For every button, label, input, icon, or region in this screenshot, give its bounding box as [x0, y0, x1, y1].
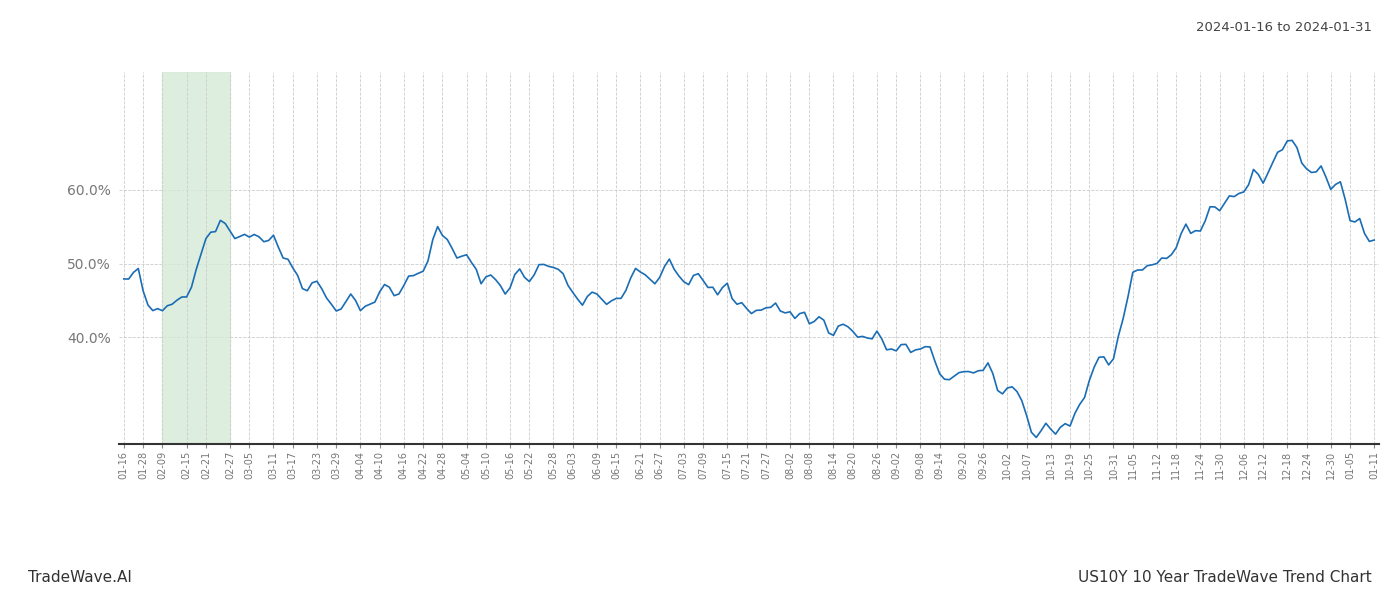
Text: US10Y 10 Year TradeWave Trend Chart: US10Y 10 Year TradeWave Trend Chart — [1078, 570, 1372, 585]
Text: 2024-01-16 to 2024-01-31: 2024-01-16 to 2024-01-31 — [1196, 21, 1372, 34]
Text: TradeWave.AI: TradeWave.AI — [28, 570, 132, 585]
Bar — [162, 72, 230, 444]
